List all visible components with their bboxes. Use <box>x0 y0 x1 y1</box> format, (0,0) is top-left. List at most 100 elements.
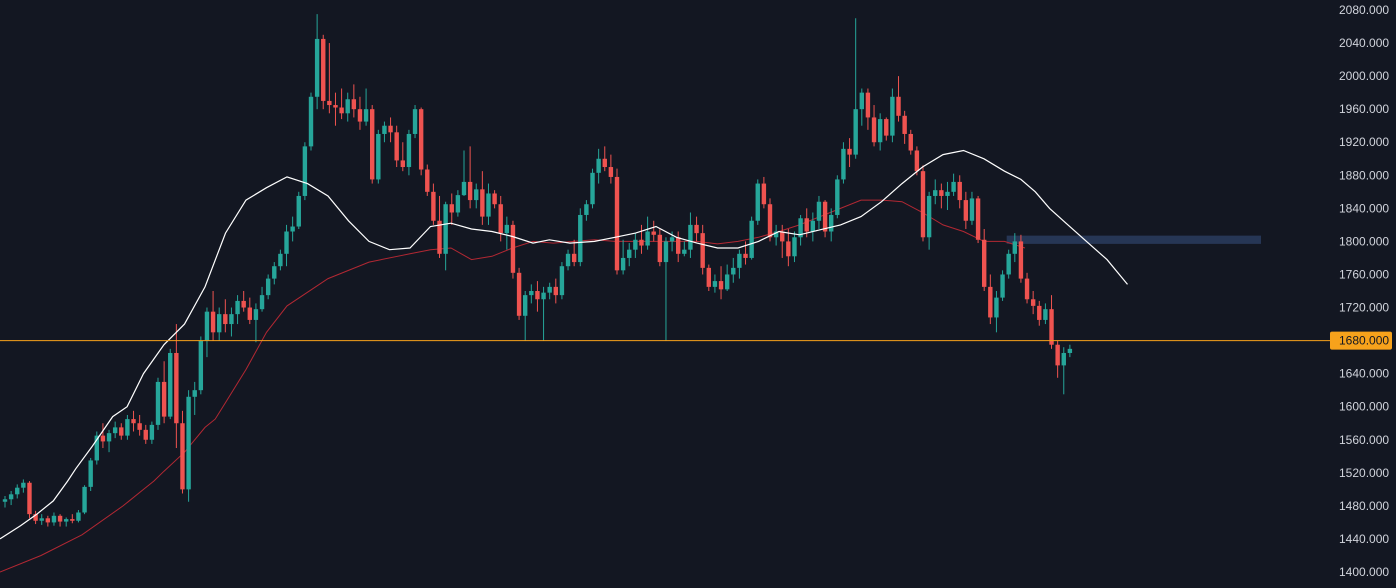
candle-body <box>406 133 412 168</box>
candle <box>284 224 289 267</box>
candle-body <box>614 176 620 271</box>
candle <box>265 274 271 300</box>
candle-body <box>486 193 491 217</box>
candles-layer <box>2 14 1073 527</box>
candle <box>523 291 528 341</box>
candle-body <box>1067 348 1073 353</box>
candle-body <box>963 200 969 221</box>
candle <box>877 113 883 151</box>
candle-body <box>969 198 975 221</box>
price-tick-label: 1640.000 <box>1339 367 1389 381</box>
candle <box>486 183 491 225</box>
candle <box>210 291 216 341</box>
candle <box>431 183 436 225</box>
candle <box>853 18 858 159</box>
candle <box>76 510 81 523</box>
candle <box>1024 272 1030 304</box>
candle-body <box>780 231 785 242</box>
candle-body <box>853 109 858 155</box>
candle-body <box>272 266 277 279</box>
candle-body <box>174 352 179 424</box>
price-tick-label: 1880.000 <box>1339 168 1389 182</box>
candle-body <box>363 109 369 122</box>
candle <box>235 295 240 325</box>
candle <box>780 224 785 258</box>
candle <box>406 129 412 176</box>
price-axis[interactable]: 2080.000 2040.000 2000.000 1960.000 1920.000… <box>1330 3 1392 579</box>
candle-body <box>1043 309 1048 320</box>
candle-body <box>1055 344 1060 366</box>
candle <box>884 117 889 141</box>
candle-body <box>1061 352 1066 366</box>
candle-body <box>418 109 424 170</box>
candle <box>816 195 822 230</box>
candle-body <box>498 204 503 234</box>
candle <box>376 129 381 184</box>
candle <box>425 164 430 196</box>
candle-body <box>192 390 197 397</box>
candle <box>682 241 687 257</box>
candle-body <box>700 233 705 268</box>
candle <box>253 303 259 343</box>
candle <box>1030 291 1036 315</box>
candle <box>480 171 485 225</box>
candle-body <box>290 226 295 232</box>
candle-body <box>529 291 534 296</box>
candle-body <box>608 167 614 177</box>
candle <box>161 361 167 424</box>
price-tick-label: 1560.000 <box>1339 433 1389 447</box>
ma-fast-layer <box>0 149 1128 540</box>
candle <box>461 150 467 196</box>
candle <box>449 193 454 225</box>
candle <box>529 284 534 304</box>
candle-body <box>816 201 822 221</box>
candle <box>975 195 981 244</box>
candle <box>565 249 571 271</box>
candle-body <box>792 237 797 257</box>
resistance-zone <box>1006 235 1261 244</box>
candle-body <box>82 486 87 513</box>
candle-body <box>669 237 675 242</box>
price-tick-label: 1800.000 <box>1339 234 1389 248</box>
candle <box>339 88 344 120</box>
candle-body <box>914 150 920 172</box>
candle-body <box>45 518 51 523</box>
candle <box>510 220 516 279</box>
candle <box>614 168 620 275</box>
candle-body <box>724 274 730 290</box>
candle-body <box>437 220 442 254</box>
candle <box>645 216 650 250</box>
candle-body <box>394 132 399 161</box>
candle <box>314 14 320 110</box>
candle <box>865 88 871 130</box>
candle <box>15 484 20 499</box>
candle-body <box>988 286 993 318</box>
candle-body <box>455 195 461 213</box>
candle-body <box>253 309 259 320</box>
candle-body <box>351 99 357 110</box>
candle <box>571 239 577 267</box>
candle <box>584 200 589 221</box>
candle <box>174 324 179 449</box>
candle <box>627 243 632 267</box>
candle <box>547 282 552 300</box>
candle-body <box>767 204 773 238</box>
candle <box>1049 295 1054 349</box>
candle-body <box>64 519 69 522</box>
candle-body <box>951 181 956 192</box>
candle-body <box>376 133 381 180</box>
candle <box>688 212 693 258</box>
candle-body <box>773 231 779 238</box>
candle <box>467 146 473 209</box>
candle <box>994 291 999 333</box>
price-tick-label: 1760.000 <box>1339 267 1389 281</box>
candle <box>639 224 644 254</box>
candle <box>731 257 736 283</box>
candle-body <box>559 266 565 296</box>
candle <box>620 239 626 275</box>
candle <box>847 138 852 168</box>
candle <box>8 491 14 506</box>
candle <box>198 336 204 395</box>
candle-body <box>676 237 681 254</box>
